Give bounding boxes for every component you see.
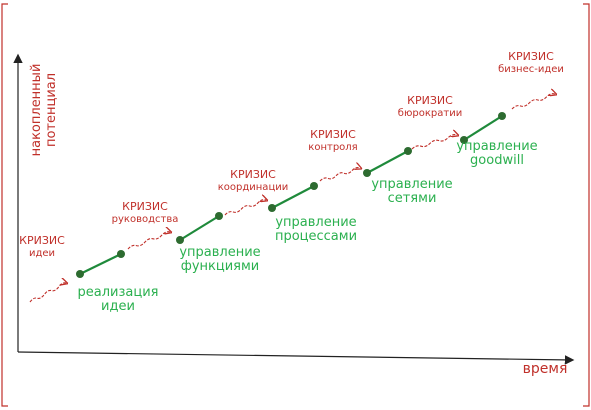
- crisis-subject: контроля: [308, 142, 357, 153]
- crisis-title: КРИЗИС: [19, 234, 65, 247]
- left-bracket: [1, 3, 8, 407]
- stage-label: управление: [456, 139, 537, 154]
- stage-dot: [460, 136, 468, 144]
- stage-label: сетями: [388, 191, 437, 206]
- stage-dot: [117, 250, 125, 258]
- y-axis-label: накопленный: [29, 64, 44, 157]
- crisis-subject: координации: [218, 182, 289, 193]
- x-axis-label: время: [523, 361, 568, 377]
- crisis-title: КРИЗИС: [122, 200, 168, 213]
- crisis-title: КРИЗИС: [310, 128, 356, 141]
- crisis-arrow: [224, 200, 266, 216]
- crisis-arrow: [511, 94, 555, 110]
- crisis-subject: руководства: [112, 214, 179, 225]
- crisis-title: КРИЗИС: [230, 168, 276, 181]
- crisis-arrow: [127, 232, 170, 250]
- stage-label: реализация: [78, 285, 159, 300]
- x-axis: [17, 351, 575, 365]
- stage-label: управление: [275, 215, 356, 230]
- growth-line: [366, 150, 409, 174]
- stage-dot: [310, 182, 318, 190]
- y-axis-label: потенциал: [44, 73, 59, 147]
- crisis-subject: идеи: [29, 248, 55, 259]
- right-bracket: [583, 3, 590, 407]
- crisis-title: КРИЗИС: [508, 50, 554, 63]
- growth-line: [463, 115, 503, 141]
- crisis-arrow: [29, 283, 66, 303]
- stage-label: управление: [179, 245, 260, 260]
- growth-line: [179, 215, 220, 241]
- stage-label: управление: [371, 177, 452, 192]
- crisis-subject: бюрократии: [398, 108, 462, 119]
- stage-dot: [176, 236, 184, 244]
- stage-label: функциями: [181, 259, 260, 274]
- stage-dot: [498, 112, 506, 120]
- stage-label: идеи: [101, 299, 135, 314]
- stage-dot: [268, 204, 276, 212]
- stage-dot: [363, 169, 371, 177]
- stage-label: процессами: [275, 229, 357, 244]
- growth-line: [271, 185, 315, 209]
- crisis-subject: бизнес-идеи: [498, 64, 564, 75]
- stage-dot: [404, 147, 412, 155]
- stage-dot: [215, 212, 223, 220]
- stage-dot: [76, 270, 84, 278]
- growth-line: [79, 253, 122, 275]
- crisis-arrow: [411, 135, 457, 150]
- stage-label: goodwill: [470, 153, 524, 168]
- crisis-arrow: [319, 168, 360, 182]
- crisis-title: КРИЗИС: [407, 94, 453, 107]
